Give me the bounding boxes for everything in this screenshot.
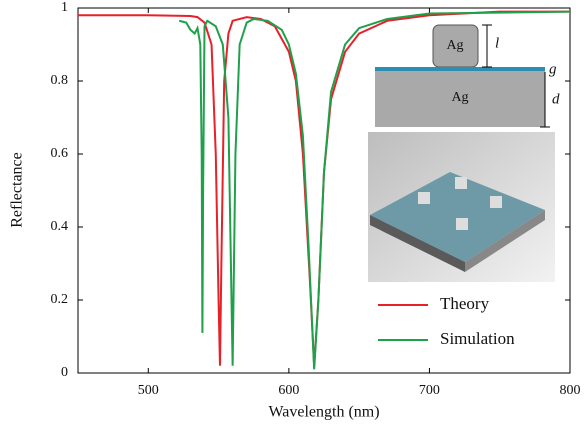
render-slab-side	[465, 210, 545, 272]
render-cube	[418, 192, 430, 204]
x-tick-label: 700	[419, 383, 440, 398]
render-cube	[455, 177, 467, 189]
annotation: Ag	[451, 90, 468, 105]
x-axis-label: Wavelength (nm)	[268, 404, 379, 421]
y-tick-label: 0.8	[51, 73, 69, 88]
y-tick-label: 0.4	[51, 219, 69, 234]
y-tick-label: 0.2	[51, 292, 69, 307]
x-tick-label: 600	[278, 383, 299, 398]
render-slab	[370, 172, 545, 262]
plot-frame	[77, 7, 571, 374]
legend-label: Theory	[440, 294, 490, 313]
y-tick-label: 0	[61, 365, 68, 380]
gap-layer	[375, 67, 545, 71]
annotation: g	[549, 61, 557, 77]
series-line	[178, 10, 571, 370]
substrate	[375, 71, 545, 127]
legend-label: Simulation	[440, 329, 515, 348]
annotation: d	[552, 91, 560, 107]
render-cube	[456, 218, 468, 230]
annotation: Ag	[446, 38, 463, 53]
render-slab-side	[370, 215, 465, 272]
render-cube	[490, 196, 502, 208]
x-tick-label: 500	[138, 383, 159, 398]
annotation: l	[495, 35, 499, 51]
y-tick-label: 1	[61, 0, 68, 15]
y-axis-label: Reflectance	[9, 152, 26, 228]
series-line	[78, 10, 570, 366]
y-tick-label: 0.6	[51, 146, 69, 161]
x-tick-label: 800	[560, 383, 581, 398]
inset-schematic: Ag Ag l g d	[368, 24, 560, 282]
